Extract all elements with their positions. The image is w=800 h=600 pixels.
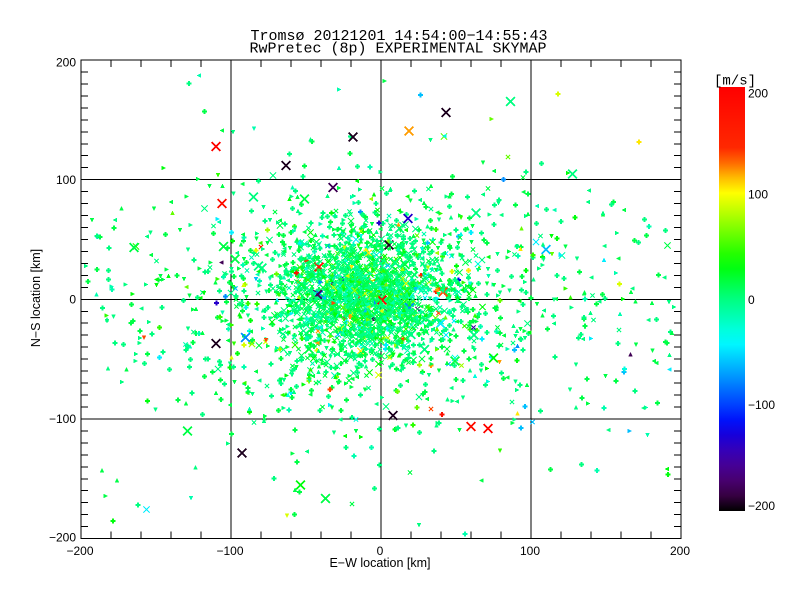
svg-text:100: 100 xyxy=(520,544,540,558)
svg-text:−200: −200 xyxy=(66,544,93,558)
svg-text:−100: −100 xyxy=(748,398,775,412)
svg-text:Tromsø 20121201 14:54:00−14:55: Tromsø 20121201 14:54:00−14:55:43 xyxy=(250,28,547,45)
svg-text:200: 200 xyxy=(56,56,76,70)
svg-text:E−W location [km]: E−W location [km] xyxy=(329,556,430,570)
svg-text:0: 0 xyxy=(69,293,76,307)
svg-text:−200: −200 xyxy=(748,499,775,513)
svg-text:0: 0 xyxy=(377,544,384,558)
svg-text:N−S location [km]: N−S location [km] xyxy=(29,249,43,347)
svg-text:0: 0 xyxy=(748,293,755,307)
svg-text:100: 100 xyxy=(56,173,76,187)
svg-text:−200: −200 xyxy=(49,530,76,544)
svg-text:100: 100 xyxy=(748,188,768,202)
svg-text:200: 200 xyxy=(670,544,690,558)
svg-text:−100: −100 xyxy=(49,412,76,426)
svg-text:[m/s]: [m/s] xyxy=(714,74,756,90)
svg-text:−100: −100 xyxy=(216,544,243,558)
svg-text:RwPretec (8p) EXPERIMENTAL SKY: RwPretec (8p) EXPERIMENTAL SKYMAP xyxy=(249,41,546,58)
svg-text:200: 200 xyxy=(748,87,768,101)
